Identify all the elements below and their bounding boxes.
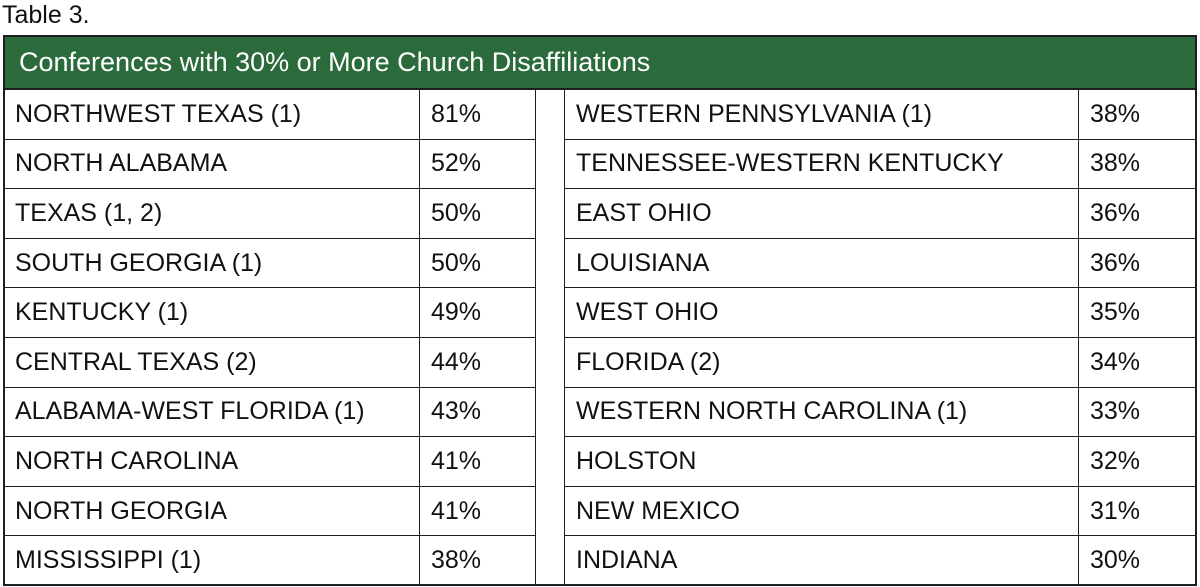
- disaffiliation-percent: 38%: [419, 535, 536, 586]
- table-border: [3, 584, 1197, 586]
- disaffiliation-percent: 31%: [1078, 485, 1197, 537]
- conference-name: INDIANA: [564, 535, 1079, 586]
- disaffiliation-percent: 33%: [1078, 386, 1197, 438]
- disaffiliation-percent: 43%: [419, 386, 536, 438]
- conference-name: WEST OHIO: [564, 287, 1079, 338]
- disaffiliation-percent: 41%: [419, 436, 536, 487]
- disaffiliation-percent: 38%: [1078, 89, 1197, 140]
- conference-name: CENTRAL TEXAS (2): [3, 337, 420, 388]
- conference-name: TENNESSEE-WESTERN KENTUCKY: [564, 138, 1079, 190]
- disaffiliation-percent: 52%: [419, 138, 536, 190]
- disaffiliation-percent: 30%: [1078, 535, 1197, 586]
- conference-name: NORTH GEORGIA: [3, 485, 420, 537]
- disaffiliation-percent: 44%: [419, 337, 536, 388]
- conference-name: KENTUCKY (1): [3, 287, 420, 338]
- disaffiliation-percent: 50%: [419, 188, 536, 239]
- table-border: [535, 89, 536, 586]
- table-border: [3, 89, 5, 586]
- conference-name: NORTH ALABAMA: [3, 138, 420, 190]
- conference-name: ALABAMA-WEST FLORIDA (1): [3, 386, 420, 438]
- conference-name: NEW MEXICO: [564, 485, 1079, 537]
- disaffiliation-percent: 81%: [419, 89, 536, 140]
- disaffiliation-percent: 50%: [419, 237, 536, 289]
- disaffiliation-percent: 38%: [1078, 138, 1197, 190]
- conference-name: NORTH CAROLINA: [3, 436, 420, 487]
- conference-name: EAST OHIO: [564, 188, 1079, 239]
- conference-name: HOLSTON: [564, 436, 1079, 487]
- table-caption: Table 3.: [2, 1, 90, 29]
- conference-name: TEXAS (1, 2): [3, 188, 420, 239]
- table-title: Conferences with 30% or More Church Disa…: [3, 35, 1197, 90]
- conference-name: MISSISSIPPI (1): [3, 535, 420, 586]
- disaffiliation-percent: 49%: [419, 287, 536, 338]
- conference-name: WESTERN NORTH CAROLINA (1): [564, 386, 1079, 438]
- disaffiliation-percent: 32%: [1078, 436, 1197, 487]
- conference-name: LOUISIANA: [564, 237, 1079, 289]
- conference-name: WESTERN PENNSYLVANIA (1): [564, 89, 1079, 140]
- disaffiliation-percent: 41%: [419, 485, 536, 537]
- conference-name: NORTHWEST TEXAS (1): [3, 89, 420, 140]
- conference-name: SOUTH GEORGIA (1): [3, 237, 420, 289]
- table-border: [564, 89, 565, 586]
- disaffiliation-percent: 34%: [1078, 337, 1197, 388]
- disaffiliation-percent: 35%: [1078, 287, 1197, 338]
- disaffiliation-percent: 36%: [1078, 237, 1197, 289]
- conference-name: FLORIDA (2): [564, 337, 1079, 388]
- table-border: [1195, 89, 1197, 586]
- disaffiliation-percent: 36%: [1078, 188, 1197, 239]
